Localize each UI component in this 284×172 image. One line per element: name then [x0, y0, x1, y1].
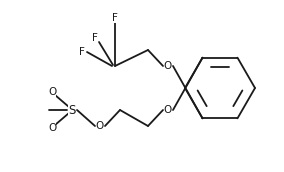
Text: F: F	[92, 33, 98, 43]
Text: S: S	[68, 104, 76, 116]
Text: O: O	[164, 105, 172, 115]
Text: O: O	[48, 87, 56, 97]
Text: F: F	[79, 47, 85, 57]
Text: F: F	[112, 13, 118, 23]
Text: O: O	[96, 121, 104, 131]
Text: O: O	[164, 61, 172, 71]
Text: O: O	[48, 123, 56, 133]
